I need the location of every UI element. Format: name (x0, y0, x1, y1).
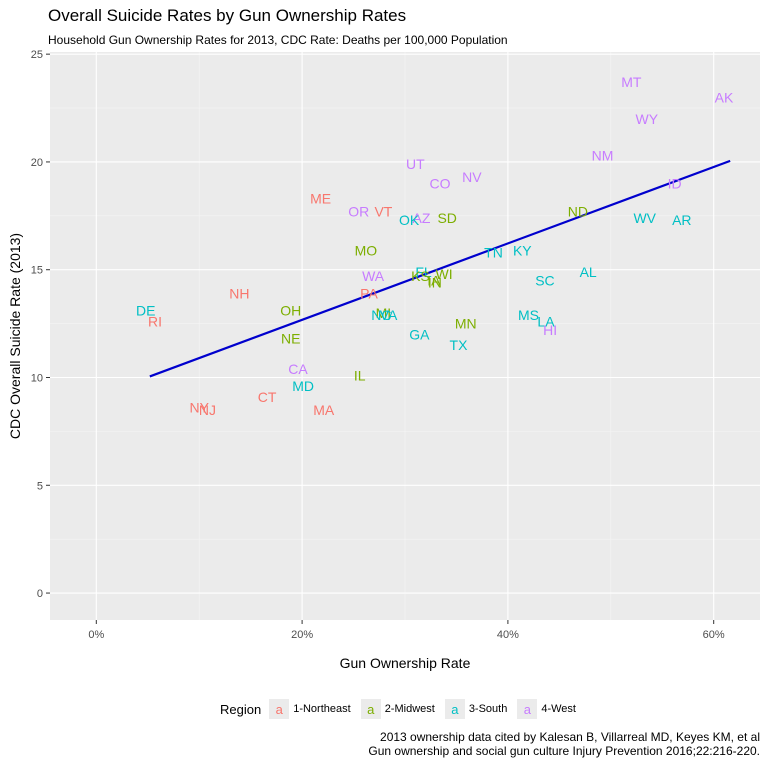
point-label-ny: NY (189, 400, 209, 416)
point-label-nh: NH (229, 285, 249, 301)
legend: Region a 1-Northeast a 2-Midwest a 3-Sou… (220, 698, 586, 720)
point-label-ct: CT (258, 389, 277, 405)
y-tick-label: 15 (31, 265, 43, 277)
legend-key-west: a (517, 699, 538, 719)
point-label-al: AL (580, 264, 597, 280)
point-label-ms: MS (518, 307, 539, 323)
point-label-mo: MO (355, 242, 378, 258)
x-axis-label: Gun Ownership Rate (340, 655, 471, 671)
point-label-az: AZ (413, 210, 431, 226)
point-label-or: OR (348, 204, 369, 220)
legend-key-northeast: a (269, 699, 290, 719)
y-tick-label: 5 (37, 480, 43, 492)
legend-label-west: 4-West (541, 703, 576, 715)
x-tick-label: 60% (703, 629, 725, 641)
legend-key-midwest: a (360, 699, 381, 719)
point-label-vt: VT (374, 204, 392, 220)
point-label-mi: MI (376, 305, 392, 321)
point-label-tn: TN (484, 244, 503, 260)
point-label-hi: HI (543, 322, 557, 338)
caption-line-1: 2013 ownership data cited by Kalesan B, … (380, 730, 760, 744)
point-label-wi: WI (436, 266, 453, 282)
point-label-md: MD (292, 378, 314, 394)
point-label-mt: MT (621, 74, 642, 90)
point-label-ak: AK (715, 89, 734, 105)
point-label-mn: MN (455, 316, 477, 332)
point-label-in: IN (428, 275, 442, 291)
point-label-wa: WA (362, 268, 385, 284)
point-label-ri: RI (148, 313, 162, 329)
point-label-ut: UT (406, 156, 425, 172)
point-label-ca: CA (288, 361, 308, 377)
point-label-ar: AR (672, 212, 691, 228)
point-label-nv: NV (462, 169, 482, 185)
legend-title: Region (220, 701, 262, 717)
point-label-de: DE (136, 303, 155, 319)
legend-key-south: a (444, 699, 465, 719)
point-label-nc: NC (371, 307, 391, 323)
point-label-me: ME (310, 191, 331, 207)
chart-subtitle: Household Gun Ownership Rates for 2013, … (48, 33, 508, 47)
gridlines (50, 52, 760, 620)
point-label-il: IL (354, 367, 366, 383)
legend-label-northeast: 1-Northeast (293, 703, 351, 715)
y-tick-label: 0 (37, 588, 43, 600)
point-label-ma: MA (313, 402, 335, 418)
x-tick-label: 40% (497, 629, 519, 641)
caption-line-2: Gun ownership and social gun culture Inj… (368, 744, 760, 758)
point-label-pa: PA (360, 285, 378, 301)
point-label-id: ID (668, 175, 682, 191)
point-label-ky: KY (513, 242, 532, 258)
point-label-sc: SC (535, 272, 554, 288)
point-label-ks: KS (411, 268, 430, 284)
point-label-sd: SD (437, 210, 456, 226)
point-label-nm: NM (592, 147, 614, 163)
legend-label-midwest: 2-Midwest (384, 703, 435, 715)
point-label-la: LA (537, 313, 555, 329)
trend-line-group (149, 159, 731, 378)
x-tick-label: 20% (291, 629, 313, 641)
point-label-co: CO (429, 175, 450, 191)
x-tick-label: 0% (88, 629, 104, 641)
y-axis-label: CDC Overall Suicide Rate (2013) (7, 233, 23, 439)
source-caption: 2013 ownership data cited by Kalesan B, … (368, 730, 760, 758)
point-label-wv: WV (633, 210, 656, 226)
point-label-wy: WY (636, 111, 659, 127)
point-label-ga: GA (409, 326, 430, 342)
y-tick-label: 20 (31, 157, 43, 169)
point-label-va: VA (380, 307, 398, 323)
point-label-nd: ND (568, 204, 588, 220)
trend-line (149, 159, 731, 378)
point-label-ok: OK (399, 212, 420, 228)
point-label-fl: FL (415, 264, 432, 280)
y-tick-label: 10 (31, 372, 43, 384)
chart-title: Overall Suicide Rates by Gun Ownership R… (48, 6, 407, 25)
y-tick-label: 25 (31, 49, 43, 61)
point-label-nj: NJ (199, 402, 216, 418)
point-label-oh: OH (280, 303, 301, 319)
data-points: MT AK WY NM UT NV CO ID ME OR VT ND AZ SD WV OK AR MO TN KY… (136, 74, 734, 418)
point-label-tx: TX (450, 337, 469, 353)
point-label-ia: IA (427, 272, 441, 288)
legend-label-south: 3-South (468, 703, 508, 715)
axis-ticks: 0% 20% 40% 60% 0 5 10 15 20 25 (31, 49, 725, 641)
point-label-ne: NE (281, 331, 300, 347)
